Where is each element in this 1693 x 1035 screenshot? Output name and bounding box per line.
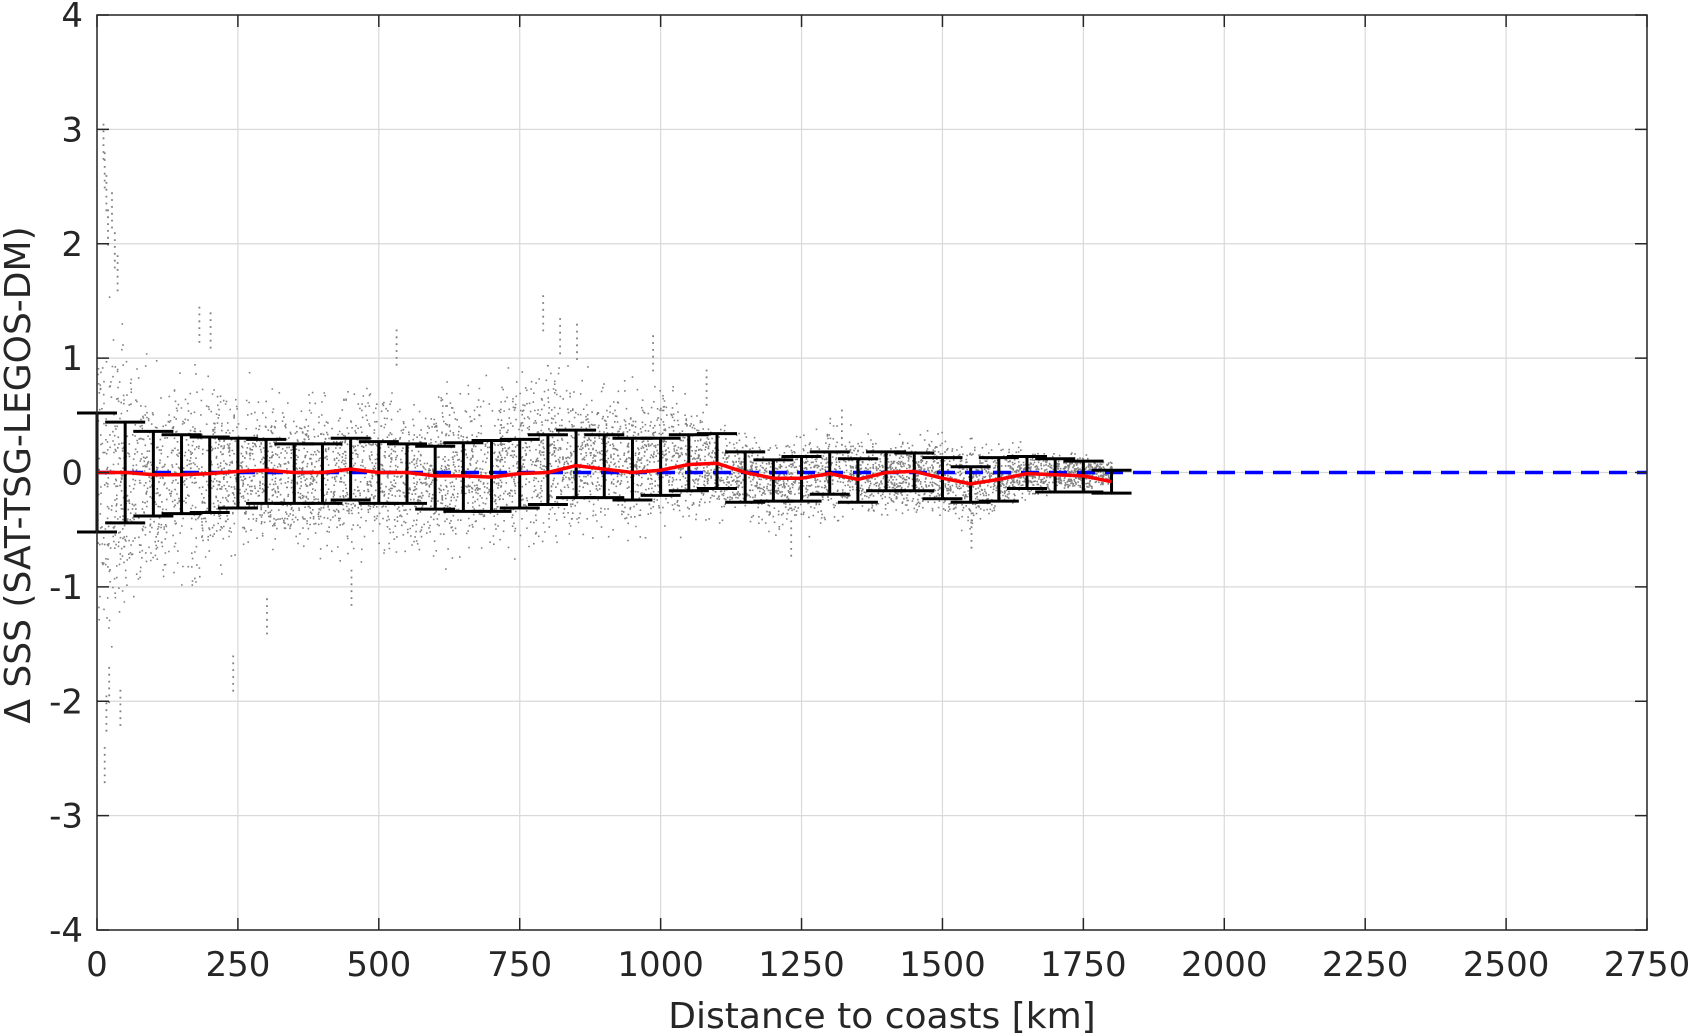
y-tick-label: 0 [61, 454, 83, 494]
x-tick-label: 2250 [1322, 945, 1409, 985]
axes [96, 14, 1648, 931]
y-tick-labels: -4 -3 -2 -1 0 1 2 3 4 [49, 0, 83, 951]
x-tick-label: 1750 [1040, 945, 1127, 985]
x-tick-labels: 0 250 500 750 1000 1250 1500 1750 2000 2250 2500 27… [86, 945, 1690, 985]
y-tick-label: -2 [49, 682, 83, 722]
y-tick-label: 3 [61, 110, 83, 150]
mean-line-group [97, 461, 1112, 486]
y-tick-label: -3 [49, 797, 83, 837]
x-tick-label: 1250 [758, 945, 845, 985]
x-tick-label: 500 [346, 945, 411, 985]
x-tick-label: 750 [487, 945, 552, 985]
x-tick-label: 2750 [1604, 945, 1691, 985]
y-tick-label: -1 [49, 568, 83, 608]
x-tick-label: 2000 [1181, 945, 1268, 985]
y-tick-label: 2 [61, 225, 83, 265]
y-tick-label: -4 [49, 911, 83, 951]
y-tick-label: 1 [61, 339, 83, 379]
x-tick-label: 1500 [899, 945, 986, 985]
x-tick-label: 0 [86, 945, 108, 985]
x-tick-label: 1000 [617, 945, 704, 985]
y-axis-label: Δ SSS (SAT-TSG-LEGOS-DM) [0, 226, 39, 723]
x-tick-label: 250 [205, 945, 270, 985]
mean-line [97, 461, 1112, 486]
y-tick-label: 4 [61, 0, 83, 36]
x-tick-label: 2500 [1463, 945, 1550, 985]
x-axis-label: Distance to coasts [km] [668, 996, 1095, 1035]
